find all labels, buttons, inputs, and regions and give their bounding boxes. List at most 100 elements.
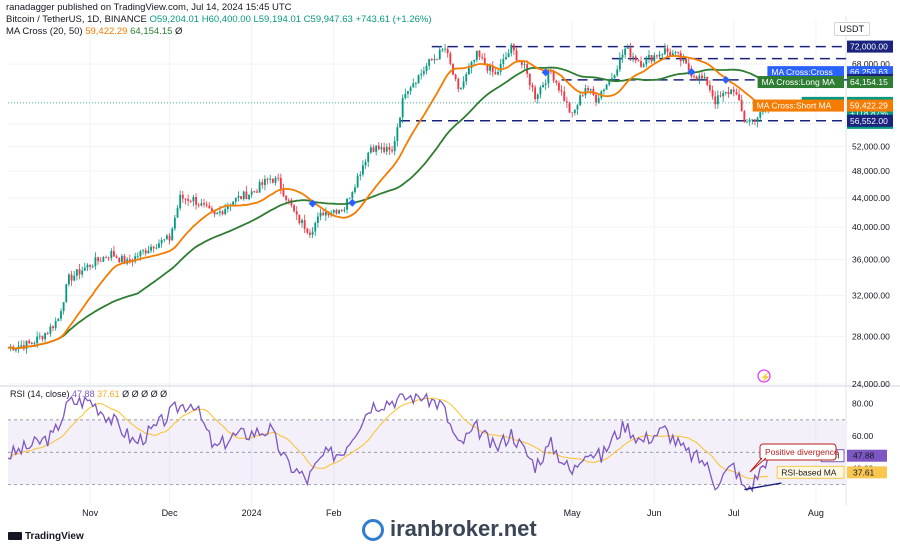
candle-body [714,96,717,105]
candle-body [375,145,378,152]
candle-body [73,275,76,281]
candle-body [324,211,327,216]
price-tick-label: 44,000.00 [852,193,890,203]
candle-body [756,117,759,122]
candle-body [293,205,295,212]
candle-body [489,65,491,71]
ma-long-value: 64,154.15 [130,26,173,37]
candle-body [563,91,566,102]
rsi-ma-line [7,397,769,480]
candle-body [171,228,174,241]
publisher-line: ranadagger published on TradingView.com,… [6,2,292,13]
candle-body [197,204,200,206]
candle-body [139,251,142,257]
candle-body [179,194,182,209]
candle-body [113,251,115,257]
candle-body [499,63,502,72]
candle-body [396,127,399,142]
candle-body [391,149,393,152]
candle-body [407,91,409,94]
candle-body [483,57,486,65]
candle-body [200,203,203,206]
rsi-line [7,392,769,493]
time-axis[interactable]: Nov Dec 2024 Feb May Jun Jul Aug [82,508,824,518]
candle-body [486,64,489,71]
rsi-legend-ma-value: 37.61 [97,389,120,399]
level-value-label: 72,000.00 [850,42,888,52]
candle-body [465,74,468,82]
price-tag-box [767,66,844,79]
rsi-value-label: 37.61 [853,467,875,477]
candle-body [746,121,748,123]
candle-body [666,48,669,52]
candle-body [36,336,39,344]
candle-body [15,348,17,351]
candle-body [740,99,743,112]
candle-body [589,88,592,91]
candle-body [732,89,735,93]
candle-body [41,335,44,340]
rsi-legend[interactable]: RSI (14, close) 47.88 37.61 Ø Ø Ø Ø Ø [10,389,167,399]
rsi-tick-label: 80.00 [852,399,874,409]
candle-body [481,56,484,58]
candle-body [542,84,544,88]
candle-body [377,145,380,150]
candle-body [295,211,298,215]
ma-legend[interactable]: MA Cross (20, 50) 59,422.29 64,154.15 Ø [6,26,432,38]
candle-body [258,182,261,193]
time-tick-label: 2024 [242,508,262,518]
candle-body [444,48,446,50]
cross-marker-icon [687,67,696,76]
candle-body [436,58,439,60]
cross-marker-icon [348,198,357,207]
candle-body [49,326,52,334]
time-tick-label: Jul [728,508,740,518]
candle-body [759,112,762,118]
candle-body [475,50,478,60]
rsi-tag-box [776,465,845,479]
candle-body [414,83,417,84]
watermark-text: iranbroker.net [390,516,537,541]
candle-body [687,63,690,71]
candle-body [478,50,481,57]
candle-body [314,222,317,232]
price-value-label: 66,259.63 [850,67,888,77]
candle-body [120,255,123,263]
currency-button[interactable]: USDT [833,22,870,36]
candle-body [301,220,303,224]
candle-body [565,101,568,103]
rsi-legend-value: 47.88 [72,389,95,399]
candle-body [54,321,57,328]
candle-body [385,147,388,152]
candle-body [399,117,401,128]
candle-body [520,61,523,65]
candle-body [110,251,113,259]
candle-body [118,258,121,263]
candle-body [433,58,436,61]
candle-body [195,197,197,205]
candle-body [160,240,163,244]
candle-body [568,102,571,113]
candle-body [634,56,637,61]
candle-body [650,55,653,62]
candle-body [142,250,145,252]
candle-body [319,212,322,217]
price-tag-box [752,99,844,112]
candle-body [62,302,65,312]
candle-body [491,65,494,73]
annotation-pointer [749,457,767,473]
candle-body [240,196,243,200]
price-tick-label: 28,000.00 [852,332,890,342]
candle-body [547,70,550,84]
candle-body [422,70,425,74]
candle-body [271,178,274,183]
candle-body [523,64,526,66]
candle-body [404,93,407,99]
candle-body [682,58,685,62]
candle-body [581,95,584,97]
candle-body [719,95,722,97]
tradingview-brand[interactable]: TradingView [8,531,84,542]
candle-body [211,208,213,212]
price-value-extra: +118.87% [850,108,888,118]
